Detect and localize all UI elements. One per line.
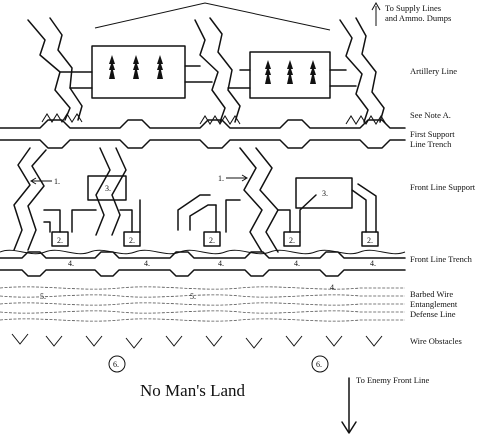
note-a-markers [41,113,387,125]
marker-5: 5. [190,292,196,301]
marker-3-right: 3. [322,189,328,198]
support-dugout-right [295,177,353,209]
front-support-label: Front Line Support [410,182,476,192]
supply-label-line1: To Supply Lines [385,3,441,13]
artillery-position-left [91,45,186,99]
barbed-wire-band [0,286,405,322]
marker-2: 2. [129,236,135,245]
marker-4: 4. [68,259,74,268]
front-line-trench [0,249,406,277]
marker-6-right: 6. [316,360,322,369]
note-a-label: See Note A. [410,110,451,120]
supply-label-line2: and Ammo. Dumps [385,13,451,23]
enemy-front-label: To Enemy Front Line [356,375,430,385]
artillery-position-right [249,51,331,99]
wire-obstacles-label: Wire Obstacles [410,336,462,346]
marker-1-left: 1. [54,177,60,186]
first-support-label-line1: First Support [410,129,455,139]
barbed-wire-label-line1: Barbed Wire [410,289,453,299]
artillery-gun-icon [109,55,163,79]
marker-2: 2. [209,236,215,245]
marker-2: 2. [289,236,295,245]
diagram-markers: 1. 1. 3. 3. 2. 2. 2. 2. 2. 4. 4. 4. 4. 4… [30,174,376,369]
front-trench-label: Front Line Trench [410,254,473,264]
artillery-line-label: Artillery Line [410,66,457,76]
enemy-arrow [341,377,357,434]
artillery-communication-trenches [27,17,385,123]
marker-2: 2. [367,236,373,245]
support-dugout-left [87,175,127,201]
marker-6-left: 6. [113,360,119,369]
marker-4: 4. [218,259,224,268]
wire-obstacles [11,333,383,349]
marker-5: 5. [40,292,46,301]
supply-arrow [94,1,381,31]
no-mans-land-label: No Man's Land [140,381,246,400]
marker-4: 4. [330,283,336,292]
marker-4: 4. [370,259,376,268]
artillery-gun-icon [265,60,316,84]
front-posts [51,231,379,247]
listening-posts [108,355,329,373]
barbed-wire-label-line2: Entanglement [410,299,458,309]
marker-4: 4. [294,259,300,268]
first-support-trench [0,119,406,149]
marker-3-left: 3. [105,184,111,193]
first-support-label-line2: Line Trench [410,139,452,149]
marker-4: 4. [144,259,150,268]
marker-1-right: 1. [218,174,224,183]
right-labels: To Supply Lines and Ammo. Dumps Artiller… [356,3,476,385]
marker-2: 2. [57,236,63,245]
barbed-wire-label-line3: Defense Line [410,309,456,319]
forward-communication-trenches [13,147,377,253]
